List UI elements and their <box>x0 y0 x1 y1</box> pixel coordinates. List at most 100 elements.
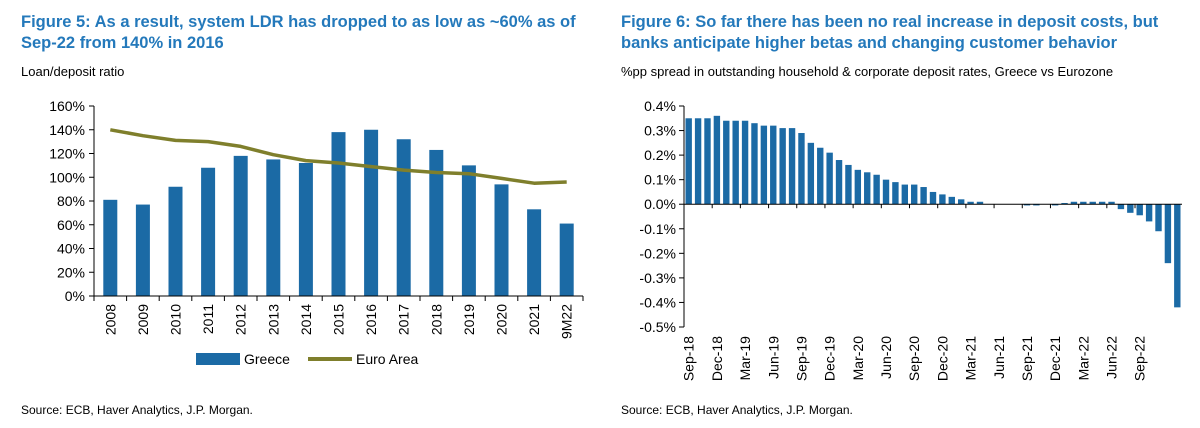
bar-greece-2011 <box>201 167 216 296</box>
x-tick-label: 2009 <box>135 304 151 335</box>
x-tick-label: 2008 <box>102 304 118 335</box>
bar-spread-36 <box>1023 204 1031 206</box>
y-tick-label: -0.1% <box>639 221 676 237</box>
x-tick-label: Mar-19 <box>737 336 753 381</box>
bar-spread-27 <box>939 194 946 205</box>
bar-spread-17 <box>845 164 852 205</box>
x-tick-label: 2016 <box>363 304 379 335</box>
bar-spread-48 <box>1136 204 1143 216</box>
bar-spread-0 <box>685 118 692 205</box>
legend-greece-label: Greece <box>244 351 290 367</box>
y-tick-label: 0.4% <box>644 98 676 114</box>
x-tick-label: 2010 <box>168 304 184 335</box>
bar-spread-8 <box>760 125 768 205</box>
bar-spread-29 <box>957 199 965 205</box>
bar-spread-9 <box>770 125 777 205</box>
x-tick-label: 2019 <box>461 304 477 335</box>
bar-spread-46 <box>1117 204 1125 210</box>
y-tick-label: 0.3% <box>644 123 676 139</box>
bar-spread-42 <box>1080 201 1087 205</box>
y-tick-label: 0.1% <box>644 172 676 188</box>
x-tick-label: Dec-21 <box>1047 336 1063 381</box>
bar-greece-2008 <box>103 199 118 296</box>
bar-spread-1 <box>694 118 702 205</box>
figure6-source: Source: ECB, Haver Analytics, J.P. Morga… <box>621 403 853 417</box>
x-tick-label: 2015 <box>331 304 347 335</box>
bar-spread-49 <box>1145 204 1153 222</box>
x-tick-label: 2021 <box>526 304 542 335</box>
bar-spread-51 <box>1164 204 1172 264</box>
x-tick-label: Dec-18 <box>709 336 725 381</box>
bar-greece-2015 <box>331 132 346 296</box>
y-tick-label: 160% <box>49 98 85 114</box>
x-tick-label: Mar-21 <box>963 336 979 381</box>
y-tick-label: 140% <box>49 122 85 138</box>
bar-greece-2010 <box>168 186 183 296</box>
bar-spread-14 <box>817 147 824 205</box>
bar-spread-6 <box>741 120 749 205</box>
x-tick-label: 2020 <box>494 304 510 335</box>
bar-greece-2016 <box>364 129 379 296</box>
y-tick-label: 40% <box>57 241 85 257</box>
y-tick-label: -0.5% <box>639 319 676 335</box>
bar-greece-2009 <box>135 204 150 296</box>
bar-spread-16 <box>835 160 843 205</box>
bar-greece-2020 <box>494 184 509 296</box>
bar-greece-9M22 <box>559 223 574 296</box>
x-tick-label: Sep-20 <box>906 336 922 381</box>
x-tick-label: 2013 <box>265 304 281 335</box>
x-tick-label: 2011 <box>200 304 216 334</box>
bar-spread-19 <box>864 172 871 205</box>
bar-spread-4 <box>723 120 730 205</box>
bar-spread-25 <box>920 187 927 205</box>
bar-greece-2018 <box>429 149 444 296</box>
figure5-chart: 0% 20% 40% 60% 80% 100% 120% 140% 160% 2008 2009 20… <box>49 98 584 367</box>
bar-spread-24 <box>911 184 918 205</box>
x-tick-label: Mar-22 <box>1075 336 1091 381</box>
bar-spread-7 <box>751 123 758 205</box>
x-tick-label: Jun-22 <box>1104 336 1120 379</box>
legend-euro-area-label: Euro Area <box>356 351 418 367</box>
bar-spread-52 <box>1174 204 1181 308</box>
figure6-title: Figure 6: So far there has been no real … <box>621 13 1159 52</box>
x-tick-label: Mar-20 <box>850 336 866 381</box>
bar-spread-13 <box>807 142 815 205</box>
x-tick-label: Jun-19 <box>765 336 781 379</box>
x-tick-label: Jun-20 <box>878 336 894 379</box>
bar-greece-2013 <box>266 159 281 296</box>
bar-spread-2 <box>704 118 711 205</box>
x-tick-label: Sep-22 <box>1132 336 1148 381</box>
y-tick-label: 80% <box>57 193 85 209</box>
x-tick-label: 2017 <box>396 304 412 335</box>
bar-spread-40 <box>1061 202 1068 205</box>
y-tick-label: 0.0% <box>644 196 676 212</box>
x-tick-label: Sep-21 <box>1019 336 1035 381</box>
y-tick-label: 120% <box>49 146 85 162</box>
figure5-subtitle: Loan/deposit ratio <box>21 64 125 79</box>
figure5-title: Figure 5: As a result, system LDR has dr… <box>21 13 576 52</box>
bar-spread-10 <box>779 128 786 205</box>
bar-spread-31 <box>976 201 984 205</box>
y-tick-label: 0.2% <box>644 147 676 163</box>
bar-greece-2019 <box>461 165 476 296</box>
x-tick-label: Sep-19 <box>793 336 809 381</box>
bar-spread-30 <box>967 201 974 205</box>
bar-spread-22 <box>892 182 899 205</box>
bar-spread-41 <box>1070 201 1078 205</box>
bar-spread-45 <box>1108 201 1115 205</box>
x-tick-label: Jun-21 <box>991 336 1007 379</box>
figure6-subtitle: %pp spread in outstanding household & co… <box>621 64 1114 79</box>
bar-spread-21 <box>882 179 890 205</box>
bar-greece-2012 <box>233 155 248 296</box>
figure5-panel: Figure 5: As a result, system LDR has dr… <box>21 13 584 417</box>
bar-spread-28 <box>948 196 955 205</box>
bar-spread-18 <box>854 169 862 205</box>
figure5-source: Source: ECB, Haver Analytics, J.P. Morga… <box>21 403 253 417</box>
figure6-panel: Figure 6: So far there has been no real … <box>600 0 1200 428</box>
y-tick-label: -0.3% <box>639 270 676 286</box>
bar-spread-26 <box>929 191 937 205</box>
bar-spread-15 <box>826 152 833 205</box>
figure6-chart: -0.5% -0.4% -0.3% -0.2% -0.1% 0.0% 0.1% 0.2% 0.3… <box>639 98 1182 381</box>
x-tick-label: 9M22 <box>559 304 575 339</box>
y-tick-label: 0% <box>65 288 85 304</box>
